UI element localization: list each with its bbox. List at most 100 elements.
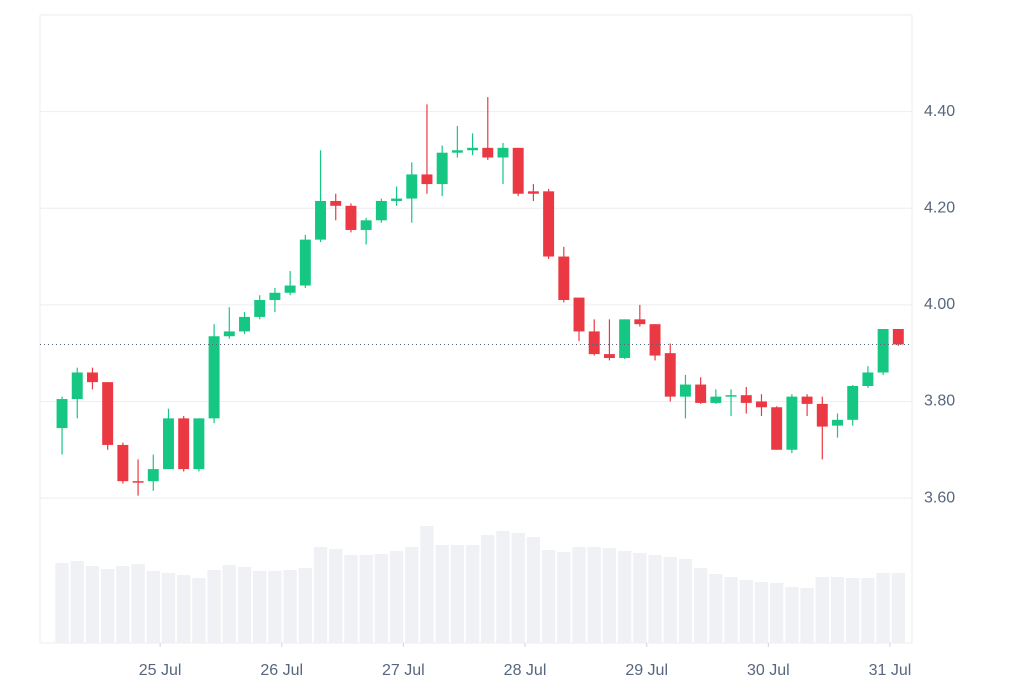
candle-body (710, 396, 722, 403)
candle-body (679, 384, 691, 397)
volume-bar (131, 564, 145, 643)
candle-body (193, 418, 205, 470)
volume-bar (192, 578, 206, 643)
volume-bar (237, 567, 252, 643)
volume-bar (70, 561, 84, 643)
volume-bar (648, 555, 662, 643)
candle-body (695, 384, 707, 403)
candle-body (816, 403, 828, 427)
volume-bar (587, 547, 601, 643)
candle-body (664, 353, 676, 397)
volume-bar (891, 573, 906, 643)
candle-body (558, 256, 570, 301)
candle-body (315, 200, 327, 240)
volume-bar (374, 554, 389, 643)
candle-body (86, 372, 98, 383)
volume-bar (602, 548, 617, 643)
x-tick-label: 28 Jul (504, 662, 547, 679)
volume-bar (815, 577, 829, 643)
y-tick-label: 3.80 (924, 393, 955, 410)
candle-body (360, 220, 372, 230)
volume-bar (222, 565, 236, 643)
candle-body (239, 316, 250, 332)
y-tick-label: 3.60 (924, 489, 955, 506)
volume-bar (754, 582, 769, 643)
x-tick-label: 26 Jul (260, 662, 303, 679)
y-tick-label: 4.40 (924, 103, 955, 120)
candle-body (862, 372, 874, 387)
volume-bar (526, 537, 541, 643)
candle-body (467, 147, 479, 151)
candle-body (740, 395, 752, 403)
x-tick-label: 27 Jul (382, 662, 425, 679)
candle-body (147, 469, 159, 482)
candle-body (208, 336, 220, 419)
volume-bar (116, 566, 130, 643)
candle-body (588, 331, 600, 355)
x-tick-label: 25 Jul (139, 662, 182, 679)
volume-bar (253, 571, 267, 643)
candle-body (755, 401, 767, 408)
volume-bar (450, 545, 465, 643)
volume-bar (663, 557, 677, 643)
candle-body (786, 396, 798, 450)
volume-bar (344, 555, 358, 643)
volume-bar (693, 568, 708, 643)
candle-body (619, 319, 631, 358)
volume-bar (405, 547, 419, 643)
volume-bar (800, 588, 814, 643)
volume-bar (846, 578, 860, 643)
volume-bar (313, 547, 328, 643)
candle-body (269, 292, 281, 301)
candle-body (102, 382, 114, 445)
candle-body (299, 239, 311, 286)
candle-body (254, 300, 266, 317)
candle-body (345, 205, 357, 230)
volume-bar (176, 575, 191, 643)
candle-body (512, 147, 524, 194)
candle-body (71, 372, 83, 400)
volume-bar (298, 568, 313, 643)
candle-body (163, 418, 174, 470)
candle-body (892, 329, 904, 345)
volume-bar (207, 570, 221, 643)
volume-bar (541, 550, 556, 643)
x-tick-label: 29 Jul (625, 662, 668, 679)
volume-bar (709, 574, 723, 643)
volume-bar (724, 577, 738, 643)
x-tick-label: 31 Jul (869, 662, 912, 679)
candle-body (406, 174, 418, 199)
candle-body (223, 331, 235, 337)
candle-body (543, 191, 555, 257)
volume-bar (268, 571, 282, 643)
volume-bar (435, 545, 449, 643)
volume-bar (359, 555, 373, 643)
x-tick-label: 30 Jul (747, 662, 790, 679)
candle-body (801, 396, 813, 404)
volume-bar (85, 566, 100, 643)
candle-body (573, 297, 585, 332)
candle-body (132, 481, 144, 483)
candle-body (771, 407, 783, 450)
candle-body (284, 285, 296, 293)
y-tick-label: 4.20 (924, 199, 955, 216)
volume-bar (55, 563, 69, 643)
volume-bar (511, 533, 525, 643)
volume-bar (496, 531, 510, 643)
candle-body (725, 395, 737, 397)
volume-bar (557, 552, 571, 643)
volume-bar (161, 573, 176, 643)
y-tick-label: 4.00 (924, 296, 955, 313)
candle-body (497, 147, 509, 158)
candle-body (117, 444, 129, 482)
volume-bar (420, 526, 434, 643)
candle-body (451, 150, 463, 153)
volume-bar (465, 545, 480, 643)
candle-body (436, 152, 448, 185)
candle-body (634, 319, 646, 325)
volume-bar (283, 570, 297, 643)
volume-bar (785, 587, 799, 643)
candle-body (847, 386, 859, 420)
candle-body (391, 198, 403, 201)
candle-body (330, 200, 342, 206)
